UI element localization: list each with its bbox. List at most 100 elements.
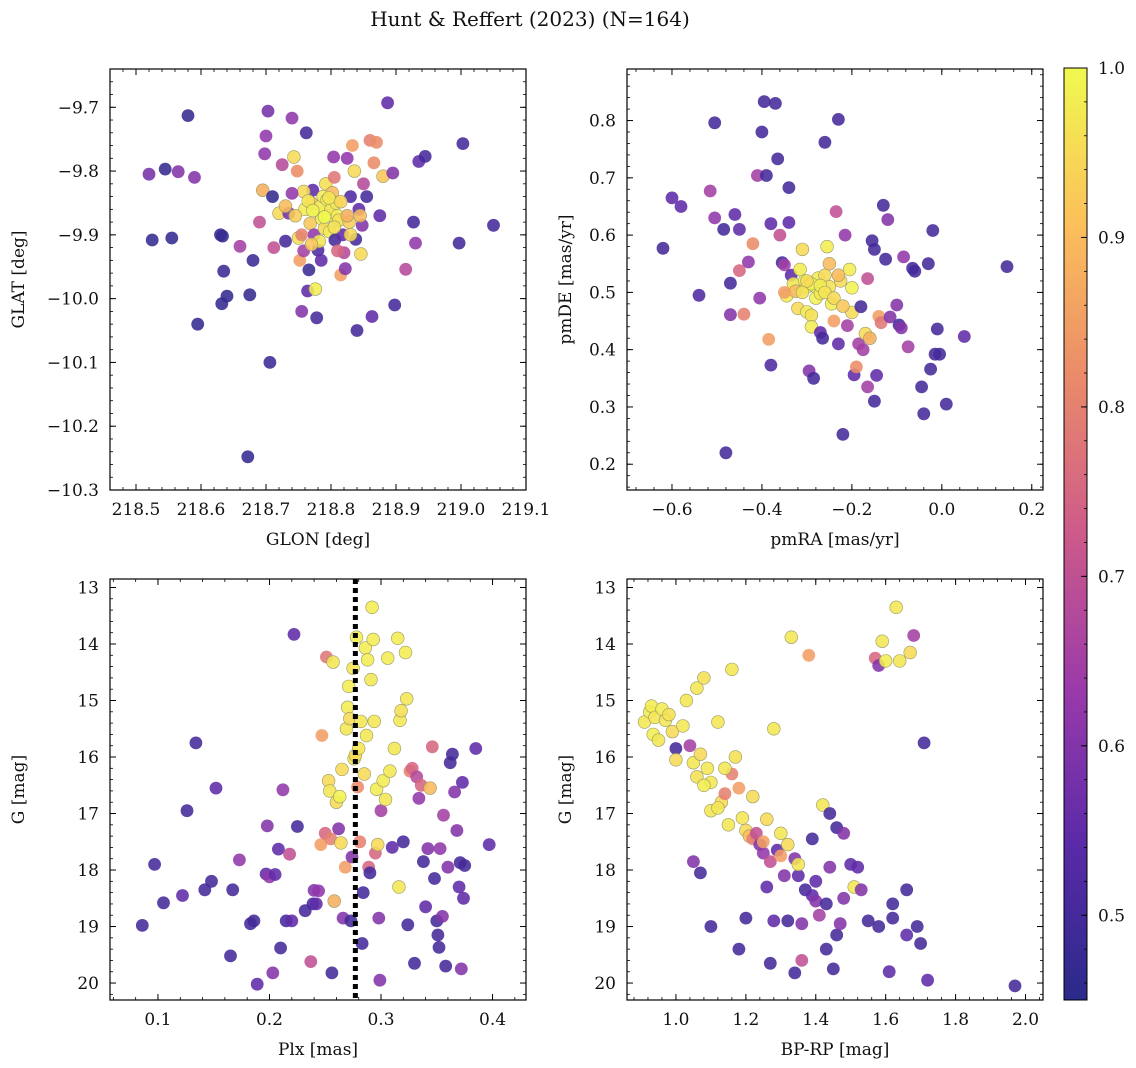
y-tick-label: −10.2 — [47, 417, 99, 437]
data-point — [266, 190, 279, 204]
data-point — [939, 397, 953, 411]
data-point — [372, 911, 386, 925]
x-tick-label: −0.6 — [651, 500, 692, 520]
y-tick-label: −10.3 — [47, 481, 99, 501]
y-tick-label: −9.9 — [58, 226, 99, 246]
data-point — [769, 97, 782, 110]
data-point — [433, 842, 447, 855]
data-point — [829, 205, 843, 219]
data-point — [357, 177, 370, 191]
data-point — [861, 272, 874, 285]
data-point — [711, 801, 725, 815]
data-point — [274, 941, 287, 955]
data-point — [312, 884, 325, 898]
data-point — [897, 250, 910, 264]
axes-frame — [626, 68, 1044, 491]
data-point — [832, 337, 845, 351]
colorbar-tick-label: 0.7 — [1098, 567, 1125, 587]
data-point — [253, 215, 266, 229]
data-point — [742, 255, 755, 269]
data-point — [353, 209, 367, 223]
data-point — [690, 681, 704, 695]
data-point — [795, 242, 810, 257]
data-point — [388, 298, 402, 312]
data-point — [317, 210, 332, 224]
x-tick-label: 218.9 — [372, 500, 421, 520]
data-point — [807, 371, 820, 385]
data-point — [176, 889, 189, 902]
data-point — [926, 224, 940, 237]
data-point — [795, 285, 810, 300]
data-point — [651, 733, 666, 747]
y-tick-label: −10.1 — [47, 353, 99, 373]
data-point — [370, 136, 383, 149]
data-point — [306, 203, 320, 218]
data-point — [665, 724, 680, 739]
x-tick-label: 218.5 — [112, 500, 161, 520]
x-tick-label: 0.3 — [367, 1010, 394, 1030]
x-tick-label: 218.8 — [307, 500, 356, 520]
data-point — [788, 966, 802, 980]
data-point — [703, 184, 717, 198]
data-point — [326, 655, 340, 669]
data-point — [693, 747, 708, 761]
data-point — [732, 942, 746, 956]
data-point — [216, 229, 229, 243]
data-point — [692, 288, 706, 302]
data-point — [854, 300, 868, 314]
data-point — [868, 394, 881, 408]
data-point — [773, 228, 787, 242]
data-point — [283, 847, 296, 861]
data-point — [830, 928, 844, 942]
colorbar-tick-label: 0.5 — [1098, 906, 1125, 926]
data-point — [917, 407, 931, 421]
data-point — [437, 808, 450, 822]
data-point — [285, 111, 299, 125]
data-point — [764, 217, 778, 231]
data-point — [340, 700, 355, 714]
data-point — [423, 781, 437, 795]
data-point — [391, 631, 405, 645]
data-point — [917, 736, 931, 750]
data-point — [452, 236, 466, 250]
data-point — [343, 228, 358, 242]
data-point — [293, 254, 307, 267]
data-point — [724, 276, 737, 290]
data-point — [417, 855, 430, 868]
data-point — [868, 243, 881, 256]
data-point — [838, 228, 852, 242]
data-point — [854, 883, 868, 897]
data-point — [448, 785, 461, 799]
data-point — [181, 109, 195, 122]
data-point — [322, 191, 336, 205]
data-point — [822, 257, 837, 271]
x-tick-label: −0.2 — [831, 500, 872, 520]
y-tick-label: 15 — [594, 691, 616, 711]
data-point — [428, 872, 441, 885]
data-point — [827, 291, 841, 305]
data-point — [180, 804, 194, 818]
data-point — [872, 920, 886, 933]
axes-frame — [109, 68, 527, 491]
data-point — [892, 654, 907, 668]
y-tick-label: 0.8 — [589, 112, 616, 132]
data-point — [158, 162, 172, 176]
data-point — [704, 920, 718, 933]
y-tick-label: 14 — [77, 635, 99, 655]
data-point — [165, 231, 179, 245]
data-point — [683, 739, 697, 753]
data-point — [781, 837, 795, 852]
data-point — [861, 914, 875, 928]
data-point — [816, 331, 829, 345]
data-point — [924, 362, 937, 376]
data-point — [771, 152, 785, 166]
data-point — [719, 446, 733, 460]
x-axis-label: Plx [mas] — [278, 1040, 358, 1060]
data-point — [724, 308, 737, 322]
y-tick-label: 0.4 — [589, 341, 616, 361]
data-point — [260, 819, 274, 833]
data-point — [914, 937, 927, 950]
data-point — [357, 767, 371, 781]
data-point — [457, 891, 470, 905]
y-tick-label: 0.2 — [589, 455, 616, 475]
